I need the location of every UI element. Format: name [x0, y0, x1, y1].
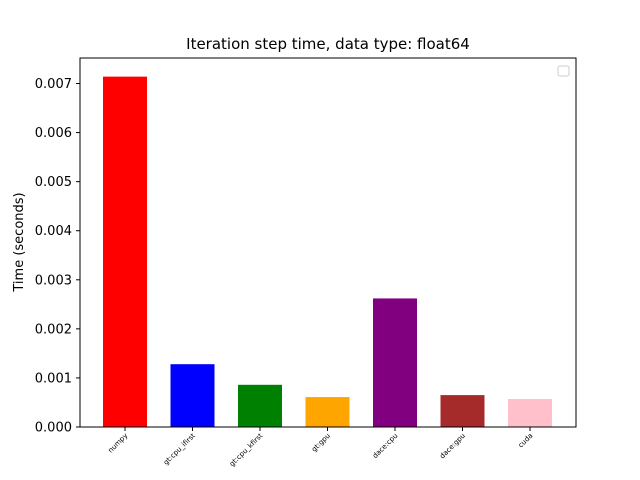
bar-gt-cpu-ifirst [170, 364, 215, 427]
x-tick-label: numpy [107, 432, 130, 455]
bars-group [103, 76, 552, 428]
y-ticks-group: 0.000 0.001 0.002 0.003 0.004 0.005 0.006 0.007 [35, 77, 80, 436]
x-tick-label: gt:gpu [310, 432, 332, 454]
x-ticks-group: numpy gt:cpu_ifirst gt:cpu_kfirst gt:gpu dac… [107, 427, 535, 469]
x-tick-label: dace:cpu [371, 432, 399, 460]
y-tick-label: 0.001 [35, 371, 72, 386]
y-tick-label: 0.002 [35, 322, 72, 337]
legend-box [557, 65, 570, 77]
y-tick-label: 0.005 [35, 175, 72, 190]
bar-gt-cpu-kfirst [238, 384, 282, 427]
y-tick-label: 0.003 [35, 273, 72, 288]
x-tick-label: dace:gpu [438, 432, 467, 461]
bar-numpy [103, 76, 147, 428]
bar-gt-gpu [305, 397, 350, 427]
x-tick-label: gt:cpu_kfirst [228, 432, 265, 469]
y-tick-label: 0.000 [35, 421, 72, 436]
x-tick-label: cuda [517, 432, 535, 450]
bar-dace-gpu [440, 395, 485, 427]
y-tick-label: 0.004 [35, 224, 72, 239]
bar-cuda [508, 399, 552, 427]
y-tick-label: 0.007 [35, 77, 72, 92]
plot-frame [79, 57, 577, 428]
y-axis-label: Time (seconds) [12, 192, 27, 292]
y-tick-label: 0.006 [35, 126, 72, 141]
x-tick-label: gt:cpu_ifirst [162, 432, 197, 467]
bar-dace-cpu [373, 298, 417, 427]
chart-title: Iteration step time, data type: float64 [186, 35, 470, 53]
